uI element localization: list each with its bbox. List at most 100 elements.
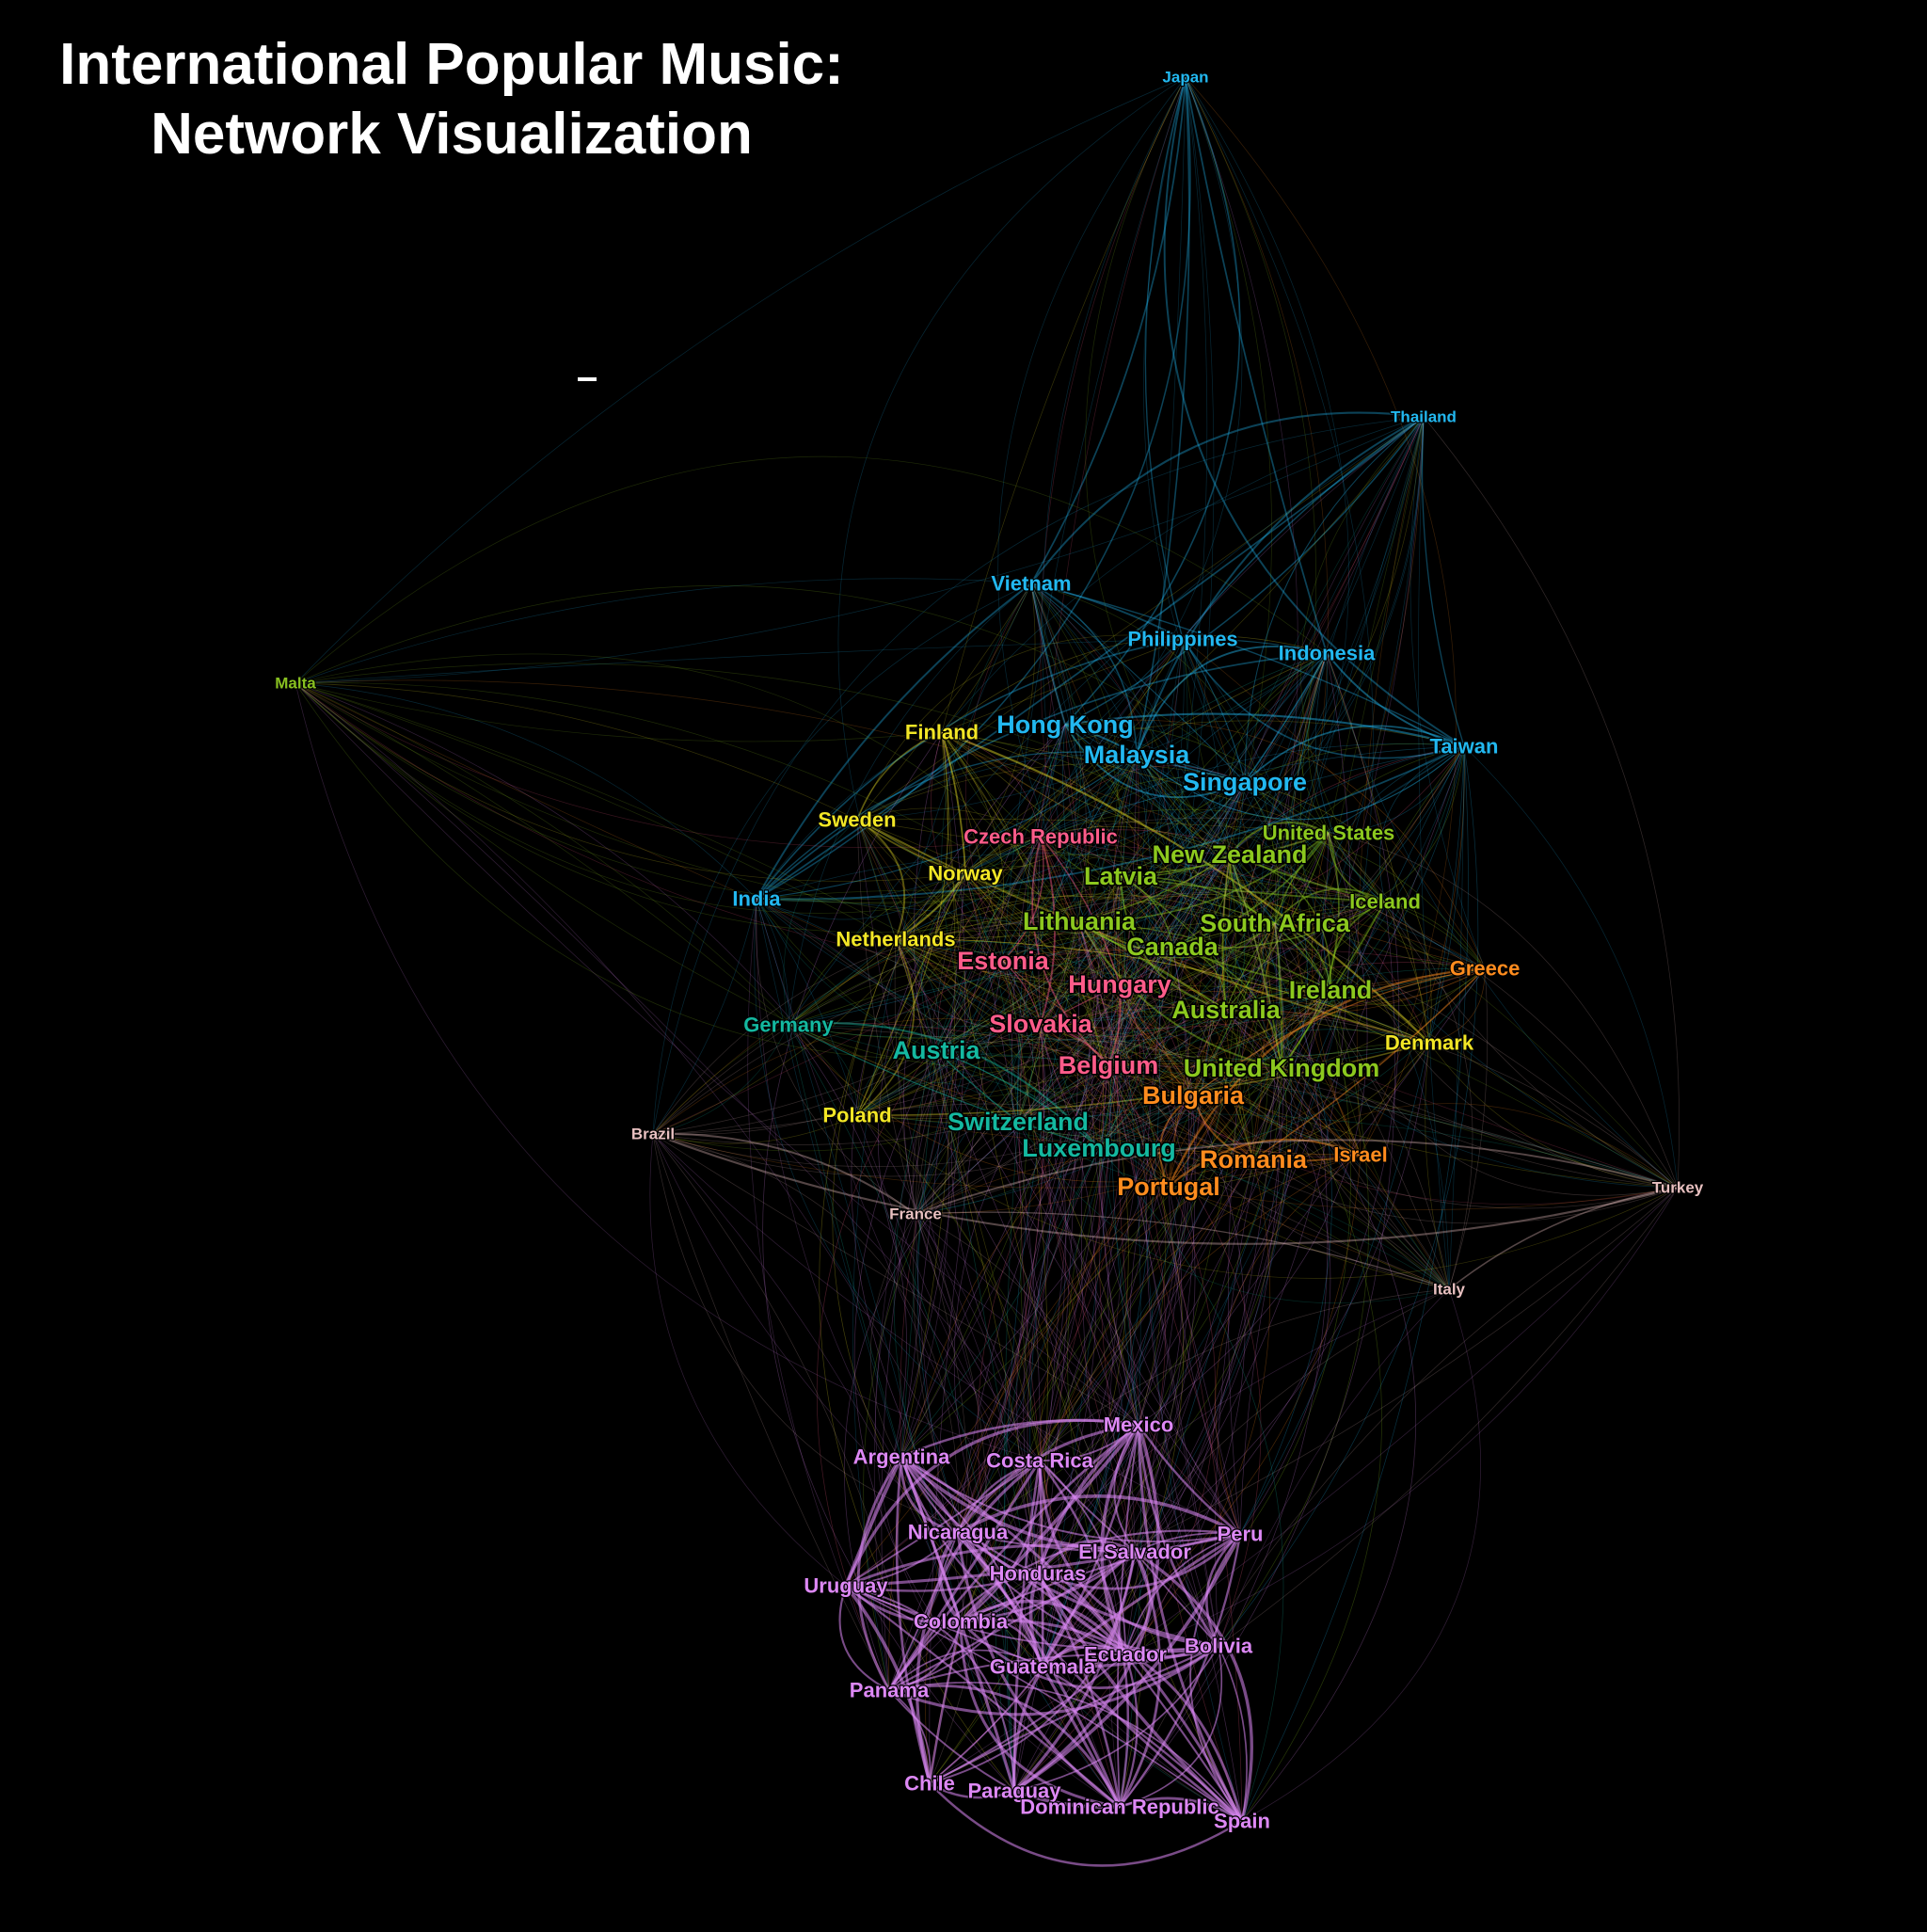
node-label-el-salvador: El Salvador [1078, 1541, 1191, 1564]
network-edge [856, 819, 1041, 1461]
network-edge [1138, 832, 1368, 1426]
network-edge [1192, 922, 1276, 1096]
network-edge [845, 920, 1110, 1587]
network-edge [935, 583, 1082, 1051]
network-edge [1360, 1154, 1450, 1290]
network-edge [856, 901, 1386, 1116]
node-label-turkey: Turkey [1652, 1179, 1704, 1197]
network-edge [856, 819, 1386, 902]
network-edge [1119, 901, 1396, 1808]
network-edge [935, 781, 1246, 1051]
node-label-panama: Panama [850, 1679, 930, 1702]
network-edge [1040, 836, 1386, 902]
network-edge [1042, 1666, 1243, 1822]
network-edge [1040, 76, 1186, 838]
node-label-greece: Greece [1450, 957, 1521, 981]
network-edge [652, 1024, 789, 1135]
network-edge [1225, 967, 1486, 1011]
network-edge [1107, 652, 1328, 1066]
network-edge [1011, 724, 1136, 1553]
network-edge [1042, 416, 1425, 1668]
network-edge [1040, 1022, 1109, 1066]
node-label-nicaragua: Nicaragua [908, 1521, 1009, 1544]
network-edge [856, 819, 1450, 1290]
network-edge [1218, 1187, 1679, 1647]
network-edge [1244, 781, 1308, 1160]
network-edge [915, 1147, 1100, 1215]
network-edge [964, 872, 1254, 1160]
network-edge [1163, 76, 1465, 747]
network-edge [1029, 781, 1246, 1574]
network-edge [856, 763, 1246, 821]
network-edge [1040, 416, 1425, 1025]
node-label-israel: Israel [1333, 1143, 1388, 1167]
network-edge [895, 938, 1004, 962]
network-edge [935, 836, 1042, 1051]
network-edge [1040, 829, 1430, 1044]
network-edge [652, 1133, 1139, 1426]
network-edge [1185, 76, 1272, 855]
network-edge [1192, 832, 1330, 1096]
network-edge [1136, 754, 1276, 924]
network-edge [295, 682, 1042, 849]
network-edge [1119, 638, 1185, 985]
network-edge [895, 930, 1173, 948]
network-edge [756, 898, 1015, 1792]
network-edge [929, 1645, 1219, 1784]
network-edge [845, 1531, 959, 1587]
network-edge [929, 960, 1004, 1784]
network-edge [1078, 920, 1194, 1096]
network-edge [856, 967, 1486, 1116]
network-edge [1098, 983, 1141, 1149]
network-edge [295, 682, 1122, 904]
network-edge [1168, 1186, 1679, 1210]
network-edge [788, 1022, 1109, 1066]
network-edge [1107, 1064, 1241, 1535]
network-edge [1244, 781, 1336, 991]
network-edge [783, 819, 858, 1026]
network-edge [1120, 875, 1362, 1156]
network-edge [788, 946, 1173, 1026]
network-edge [756, 836, 1042, 902]
network-edge [895, 938, 940, 1051]
network-edge [754, 898, 1041, 1461]
network-edge [1039, 1067, 1282, 1461]
network-edge [1192, 967, 1486, 1096]
network-edge [1064, 724, 1450, 1290]
network-edge [915, 836, 1042, 1215]
network-edge [1040, 836, 1194, 1096]
network-edge [845, 731, 965, 1587]
network-edge [756, 731, 943, 900]
network-edge [295, 416, 1425, 684]
network-edge [1229, 854, 1386, 903]
network-edge [756, 754, 1138, 900]
network-edge [1168, 1042, 1430, 1188]
network-edge [925, 1158, 1254, 1784]
network-edge [915, 724, 1066, 1215]
network-edge [1040, 776, 1330, 838]
network-edge [929, 1067, 1282, 1784]
network-edge [1136, 754, 1330, 838]
network-edge [756, 898, 1331, 1043]
network-edge [900, 1147, 1100, 1458]
network-edge [1225, 1009, 1362, 1156]
network-edge [1225, 1009, 1417, 1822]
network-edge [1119, 416, 1425, 985]
network-edge [895, 938, 1109, 1066]
network-edge [856, 731, 943, 821]
network-edge [888, 1529, 1241, 1691]
node-label-vietnam: Vietnam [991, 572, 1071, 596]
network-edge [1017, 1094, 1194, 1137]
network-edge [1168, 1067, 1282, 1188]
network-edge [1326, 652, 1465, 747]
network-edge [652, 1114, 858, 1144]
network-edge [788, 1024, 902, 1458]
network-edge [756, 898, 962, 1622]
network-edge [895, 836, 1042, 940]
network-edge [941, 583, 1032, 733]
network-edge [1136, 76, 1190, 756]
network-edge [1040, 836, 1331, 991]
network-edge [941, 638, 1184, 733]
network-edge [1120, 875, 1227, 1011]
